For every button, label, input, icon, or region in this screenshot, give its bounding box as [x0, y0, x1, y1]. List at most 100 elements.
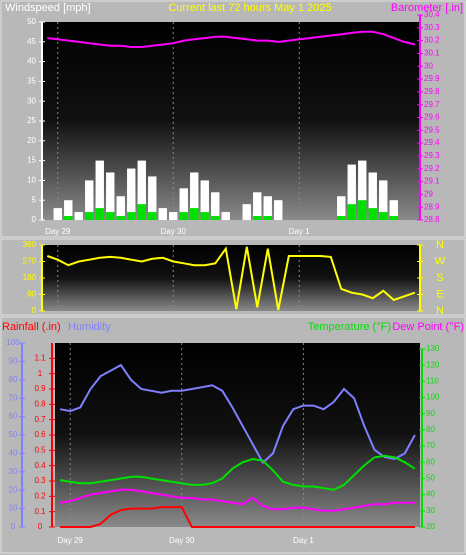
tick-label: S [436, 272, 443, 284]
tick-label: N [436, 239, 444, 251]
tick-label: 90 [9, 357, 18, 366]
tick-label: 0.7 [34, 415, 46, 424]
tick-label: 29.3 [424, 151, 440, 160]
y2-axis-label: Barometer [.in] [391, 2, 463, 14]
tick-label: 28.8 [424, 215, 440, 224]
bar [211, 192, 220, 220]
x-tick-label: Day 30 [169, 536, 195, 545]
bar [106, 212, 115, 220]
legend-entry: Dew Point (°F) [392, 321, 464, 333]
bar [158, 208, 167, 220]
tick-label: E [436, 288, 443, 300]
tick-label: 30 [27, 96, 36, 105]
bar [148, 176, 157, 220]
tick-label: 0.8 [34, 399, 46, 408]
tick-label: 29.1 [424, 177, 440, 186]
bar [347, 204, 356, 220]
bar [53, 208, 62, 220]
bar [337, 216, 346, 220]
tick-label: 15 [27, 156, 36, 165]
tick-label: 0 [32, 215, 37, 224]
tick-label: 0 [38, 522, 43, 531]
bar [263, 196, 272, 220]
bar [74, 212, 83, 220]
tick-label: N [436, 305, 444, 317]
tick-label: 70 [9, 393, 18, 402]
bar [253, 192, 262, 220]
bar [190, 172, 199, 220]
panel-border [0, 0, 466, 238]
bar [221, 212, 230, 220]
tick-label: 10 [27, 176, 36, 185]
bar [116, 216, 125, 220]
bar [389, 200, 398, 220]
tick-label: 0.5 [34, 445, 46, 454]
tick-label: 0.1 [34, 507, 46, 516]
tick-label: 100 [6, 338, 20, 347]
tick-label: 35 [27, 77, 36, 86]
bar [389, 216, 398, 220]
tick-label: 30 [9, 467, 18, 476]
tick-label: 80 [426, 425, 435, 434]
tick-label: 20 [27, 136, 36, 145]
bar [379, 180, 388, 220]
tick-label: 5 [32, 195, 37, 204]
tick-label: 29.5 [424, 125, 440, 134]
series-line [60, 506, 415, 528]
plot-area [55, 343, 420, 527]
tick-label: 0 [32, 306, 37, 315]
bar [85, 180, 94, 220]
bar [263, 216, 272, 220]
tick-label: 29.9 [424, 74, 440, 83]
tick-label: 29.2 [424, 164, 440, 173]
x-tick-label: Day 29 [45, 227, 71, 236]
tick-label: 40 [27, 57, 36, 66]
tick-label: 90 [27, 290, 36, 299]
bar [169, 212, 178, 220]
tick-label: 50 [426, 474, 435, 483]
series-line [59, 454, 416, 491]
tick-label: 1.1 [34, 353, 46, 362]
tick-label: 50 [27, 17, 36, 26]
plot-area [42, 22, 420, 220]
tick-label: 40 [9, 449, 18, 458]
bar [95, 160, 104, 220]
series-line [46, 246, 416, 311]
tick-label: 0.6 [34, 430, 46, 439]
bar [358, 160, 367, 220]
bar [127, 212, 136, 220]
tick-label: 30.3 [424, 23, 440, 32]
tick-label: 50 [9, 430, 18, 439]
legend-entry: Temperature (°F) [308, 321, 391, 333]
bar [137, 204, 146, 220]
legend-entry: Rainfall (.in) [2, 321, 61, 333]
tick-label: 60 [9, 412, 18, 421]
tick-label: 30.4 [424, 10, 440, 19]
bar [137, 160, 146, 220]
panel-border [0, 238, 466, 316]
panel-border [0, 316, 466, 554]
tick-label: 45 [27, 37, 36, 46]
series-line [47, 30, 416, 48]
tick-label: 1 [38, 369, 43, 378]
tick-label: 0.2 [34, 491, 46, 500]
bar [211, 216, 220, 220]
bar [85, 212, 94, 220]
bar [95, 208, 104, 220]
tick-label: 20 [9, 485, 18, 494]
bar [64, 216, 73, 220]
bar [179, 188, 188, 220]
tick-label: 40 [426, 490, 435, 499]
tick-label: 29 [424, 189, 433, 198]
series-line [59, 363, 416, 465]
bar [179, 212, 188, 220]
tick-label: 70 [426, 441, 435, 450]
bar [274, 200, 283, 220]
bar [347, 164, 356, 220]
tick-label: 90 [426, 409, 435, 418]
tick-label: 180 [23, 273, 37, 282]
tick-label: 29.6 [424, 113, 440, 122]
y-axis-label: Windspeed [mph] [5, 2, 91, 14]
tick-label: 270 [23, 257, 37, 266]
